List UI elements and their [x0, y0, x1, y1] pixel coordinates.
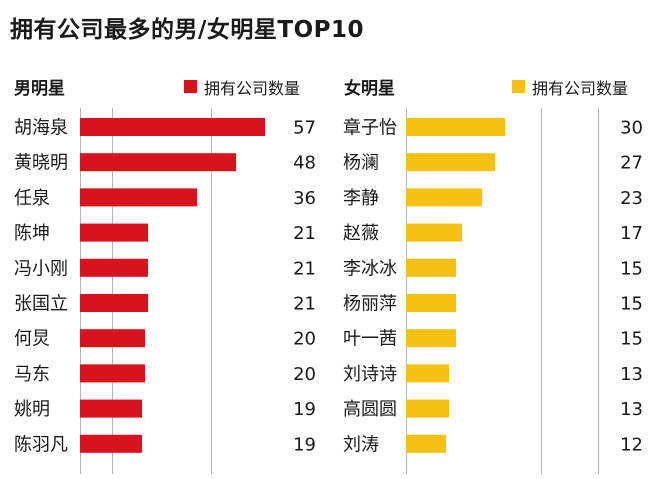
male-value-label: 20 [293, 329, 316, 350]
female-bar [406, 118, 505, 136]
male-bar [80, 294, 148, 312]
male-bar [80, 258, 148, 277]
male-bar [80, 188, 197, 207]
female-value-label: 17 [620, 223, 643, 244]
male-value-label: 36 [293, 188, 316, 209]
female-category-label: 杨丽萍 [343, 294, 397, 315]
male-value-label: 20 [293, 364, 316, 385]
female-value-label: 13 [620, 399, 643, 420]
female-bar [406, 364, 449, 383]
male-bar [80, 364, 145, 383]
male-category-label: 胡海泉 [14, 118, 68, 139]
male-bar [80, 118, 265, 136]
male-category-label: 黄晓明 [14, 153, 68, 174]
male-category-label: 陈羽凡 [14, 434, 68, 455]
female-category-label: 高圆圆 [343, 399, 397, 420]
female-panel-title: 女明星 [344, 78, 395, 99]
male-value-label: 19 [293, 434, 316, 455]
female-bar [406, 223, 462, 242]
female-value-label: 15 [620, 294, 643, 315]
female-value-label: 23 [620, 188, 643, 209]
female-bar [406, 329, 456, 348]
male-value-label: 21 [293, 258, 316, 279]
female-bar [406, 258, 456, 277]
female-category-label: 李静 [343, 188, 379, 209]
female-value-label: 15 [620, 258, 643, 279]
male-category-label: 姚明 [14, 399, 50, 420]
female-category-label: 杨澜 [343, 153, 379, 174]
female-category-label: 章子怡 [343, 118, 397, 139]
male-bar [80, 153, 236, 172]
male-category-label: 何炅 [14, 329, 50, 350]
female-value-label: 27 [620, 153, 643, 174]
male-legend-swatch [184, 80, 197, 93]
female-value-label: 12 [620, 434, 643, 455]
male-bar [80, 399, 142, 418]
male-category-label: 冯小刚 [14, 258, 68, 279]
female-bar [406, 188, 482, 207]
male-panel-title: 男明星 [14, 79, 65, 99]
male-legend-label: 拥有公司数量 [204, 79, 300, 98]
male-category-label: 张国立 [14, 294, 68, 315]
male-bar [80, 223, 148, 242]
female-category-label: 刘涛 [343, 434, 379, 455]
male-value-label: 48 [293, 153, 316, 174]
male-value-label: 19 [293, 399, 316, 420]
female-category-label: 李冰冰 [343, 258, 397, 279]
male-category-label: 马东 [14, 364, 50, 385]
female-value-label: 13 [620, 364, 643, 385]
female-bar [406, 434, 446, 453]
female-category-label: 刘诗诗 [343, 364, 397, 385]
male-bar [80, 329, 145, 348]
female-bar [406, 399, 449, 418]
female-category-label: 叶一茜 [343, 329, 397, 350]
female-bar [406, 294, 456, 312]
female-category-label: 赵薇 [343, 223, 379, 244]
female-legend-swatch [512, 80, 525, 93]
male-category-label: 陈坤 [14, 223, 50, 244]
male-bar [80, 434, 142, 453]
male-value-label: 21 [293, 294, 316, 315]
female-value-label: 15 [620, 329, 643, 350]
male-category-label: 任泉 [14, 188, 50, 209]
female-value-label: 30 [620, 118, 643, 139]
male-value-label: 57 [293, 118, 316, 139]
male-value-label: 21 [293, 223, 316, 244]
female-legend-label: 拥有公司数量 [532, 79, 628, 98]
chart-title: 拥有公司最多的男/女明星TOP10 [10, 17, 365, 43]
female-bar [406, 153, 495, 172]
